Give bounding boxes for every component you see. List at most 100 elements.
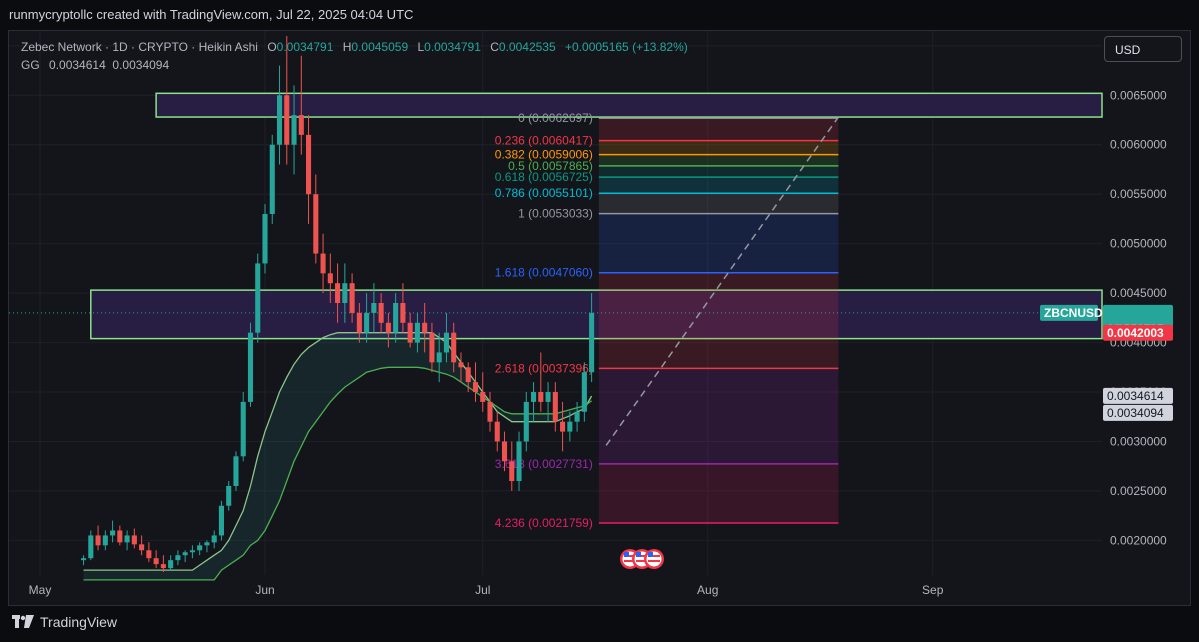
candle[interactable]	[364, 293, 370, 343]
candle[interactable]	[531, 382, 537, 422]
candle[interactable]	[247, 322, 254, 407]
candle[interactable]	[552, 382, 558, 432]
candle[interactable]	[276, 65, 283, 165]
candle[interactable]	[146, 542, 152, 563]
candle[interactable]	[269, 134, 275, 224]
candle[interactable]	[189, 545, 195, 559]
candle-body	[356, 312, 362, 333]
candle[interactable]	[284, 35, 290, 165]
candle[interactable]	[88, 530, 94, 561]
candle[interactable]	[480, 372, 486, 412]
candle[interactable]	[472, 362, 479, 402]
candle[interactable]	[356, 303, 362, 343]
fib-level-label: 0.618 (0.0056725)	[495, 170, 593, 184]
candle[interactable]	[335, 263, 341, 323]
candle[interactable]	[124, 530, 130, 551]
candle[interactable]	[139, 535, 145, 556]
candle[interactable]	[262, 204, 268, 274]
candle[interactable]	[538, 352, 544, 412]
candle[interactable]	[422, 303, 428, 353]
candle[interactable]	[371, 283, 377, 333]
candle[interactable]	[487, 392, 493, 432]
legend-ohlc[interactable]: Zebec Network · 1D · CRYPTO · Heikin Ash…	[21, 40, 688, 54]
gg-band-upper	[83, 332, 593, 571]
tradingview-logo[interactable]: TradingView	[12, 614, 117, 630]
candle[interactable]	[110, 520, 116, 543]
legend-indicator[interactable]: GG 0.0034614 0.0034094	[21, 58, 169, 72]
candle[interactable]	[320, 233, 326, 294]
candle[interactable]	[298, 55, 304, 155]
candle[interactable]	[385, 312, 391, 348]
candle[interactable]	[226, 481, 232, 511]
candle[interactable]	[589, 293, 595, 383]
candle[interactable]	[545, 382, 551, 422]
event-flag-icon[interactable]	[644, 549, 664, 569]
candle[interactable]	[400, 283, 406, 333]
candle[interactable]	[516, 431, 522, 491]
candle[interactable]	[574, 401, 580, 432]
candle-body	[371, 303, 377, 313]
candle-body	[480, 392, 486, 402]
candle[interactable]	[429, 322, 435, 373]
candle[interactable]	[81, 555, 87, 566]
candle-body	[385, 322, 391, 333]
chart-frame[interactable]: 0 (0.0062697) 0.236 (0.0060417) 0.382 (0.0…	[8, 30, 1191, 606]
candle[interactable]	[255, 253, 261, 343]
fib-zone	[598, 140, 839, 155]
candle[interactable]	[327, 253, 333, 303]
currency-button[interactable]: USD	[1104, 36, 1182, 62]
chart-caption: runmycryptollc created with TradingView.…	[0, 0, 1199, 30]
candle[interactable]	[458, 352, 464, 383]
price-chart[interactable]: 0 (0.0062697) 0.236 (0.0060417)0.382 (0.0…	[9, 31, 1190, 605]
candle[interactable]	[560, 401, 566, 452]
candle[interactable]	[291, 85, 297, 175]
candle[interactable]	[182, 550, 188, 563]
candle[interactable]	[313, 174, 319, 264]
symbol-tag: ZBCNUSD	[1044, 306, 1103, 320]
candle[interactable]	[581, 362, 587, 422]
candle[interactable]	[509, 441, 515, 491]
candle[interactable]	[117, 525, 123, 546]
candle[interactable]	[240, 392, 246, 462]
candle[interactable]	[218, 500, 224, 541]
candle[interactable]	[233, 451, 239, 491]
candle[interactable]	[211, 530, 217, 549]
price-zone[interactable]	[155, 92, 1103, 118]
candle[interactable]	[168, 555, 174, 571]
gg-band-lower	[83, 366, 592, 581]
event-markers	[620, 549, 664, 569]
candle[interactable]	[342, 263, 348, 323]
candle[interactable]	[197, 542, 203, 556]
candle[interactable]	[349, 273, 355, 323]
candle[interactable]	[204, 540, 210, 553]
candle[interactable]	[153, 550, 159, 569]
candle-body	[523, 401, 529, 442]
candle[interactable]	[131, 528, 137, 549]
price-zone[interactable]	[90, 289, 1103, 340]
candle[interactable]	[494, 411, 500, 452]
candle[interactable]	[436, 332, 442, 383]
candle[interactable]	[378, 293, 384, 333]
candle[interactable]	[567, 411, 573, 442]
candle[interactable]	[175, 550, 181, 566]
candle-body	[211, 535, 217, 543]
candle[interactable]	[407, 312, 413, 348]
candle-body	[531, 392, 537, 402]
candle-body	[189, 550, 195, 553]
candle[interactable]	[393, 293, 399, 343]
candle[interactable]	[465, 362, 471, 393]
candle[interactable]	[160, 555, 166, 573]
candle[interactable]	[306, 115, 312, 224]
candle-body	[233, 456, 239, 486]
candle[interactable]	[414, 312, 420, 353]
candle[interactable]	[95, 525, 101, 551]
candle-body	[589, 312, 595, 373]
candle-body	[110, 530, 116, 536]
candle[interactable]	[523, 392, 529, 452]
candle[interactable]	[102, 530, 108, 551]
candle-body	[175, 555, 181, 561]
candle[interactable]	[443, 312, 449, 363]
candle[interactable]	[501, 431, 508, 472]
candle[interactable]	[451, 322, 457, 373]
price-tick-label: 0.0050000	[1110, 237, 1167, 251]
